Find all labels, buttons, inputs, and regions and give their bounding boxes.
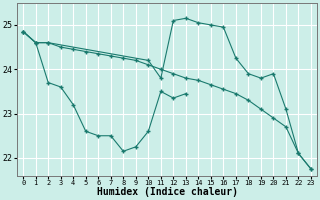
X-axis label: Humidex (Indice chaleur): Humidex (Indice chaleur) — [97, 187, 237, 197]
